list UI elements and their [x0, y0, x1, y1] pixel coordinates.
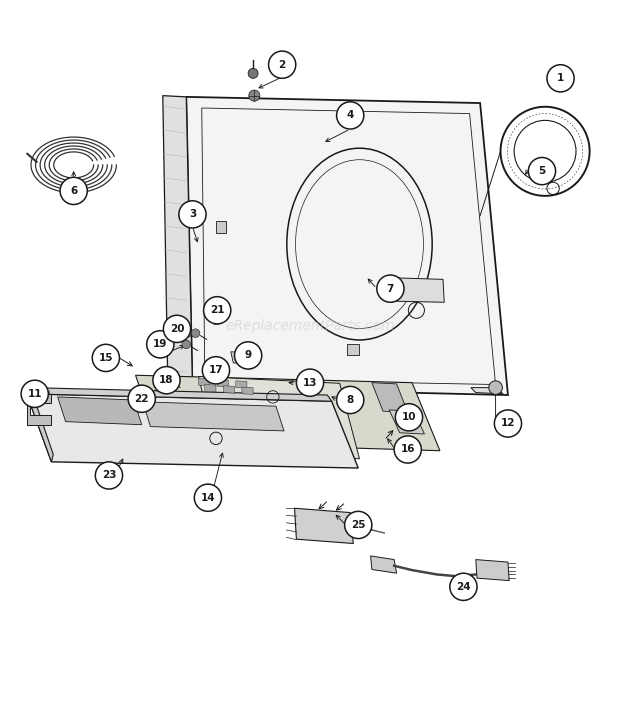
Text: 6: 6 — [70, 186, 78, 196]
Polygon shape — [27, 388, 53, 462]
Circle shape — [202, 357, 229, 384]
Circle shape — [182, 340, 190, 348]
Circle shape — [494, 410, 521, 437]
Circle shape — [92, 344, 120, 372]
Text: 8: 8 — [347, 395, 354, 405]
Polygon shape — [389, 410, 425, 434]
Circle shape — [377, 275, 404, 302]
Polygon shape — [372, 383, 408, 412]
Circle shape — [394, 436, 422, 463]
Circle shape — [194, 484, 221, 511]
Polygon shape — [58, 397, 142, 425]
Circle shape — [60, 177, 87, 205]
Circle shape — [147, 331, 174, 358]
Circle shape — [489, 381, 502, 395]
Circle shape — [203, 297, 231, 324]
Circle shape — [528, 158, 556, 184]
Text: 5: 5 — [538, 166, 546, 176]
Polygon shape — [198, 376, 360, 458]
Circle shape — [128, 385, 156, 412]
Circle shape — [248, 69, 258, 79]
Text: 1: 1 — [557, 74, 564, 83]
Circle shape — [547, 64, 574, 92]
Polygon shape — [198, 379, 210, 386]
Text: 18: 18 — [159, 375, 174, 385]
Polygon shape — [347, 344, 360, 355]
Circle shape — [396, 404, 423, 431]
Text: 4: 4 — [347, 111, 354, 121]
Polygon shape — [236, 381, 247, 388]
Circle shape — [249, 90, 260, 101]
Polygon shape — [136, 375, 440, 451]
Polygon shape — [471, 388, 503, 394]
Text: 14: 14 — [201, 493, 215, 503]
Polygon shape — [27, 394, 51, 425]
Circle shape — [164, 315, 190, 343]
Circle shape — [337, 386, 364, 414]
Polygon shape — [27, 388, 332, 401]
Text: 23: 23 — [102, 470, 116, 480]
Polygon shape — [231, 352, 249, 364]
Text: 15: 15 — [99, 353, 113, 363]
Polygon shape — [294, 508, 353, 543]
Polygon shape — [242, 387, 253, 395]
Text: 10: 10 — [402, 412, 416, 422]
Text: 19: 19 — [153, 339, 167, 349]
Polygon shape — [205, 385, 216, 392]
Polygon shape — [223, 386, 234, 393]
Text: 9: 9 — [244, 350, 252, 360]
Text: 11: 11 — [27, 389, 42, 399]
Circle shape — [450, 573, 477, 601]
Polygon shape — [186, 97, 508, 395]
Text: eReplacementParts.com: eReplacementParts.com — [225, 319, 395, 333]
Polygon shape — [384, 278, 445, 302]
Text: 3: 3 — [189, 210, 196, 219]
Polygon shape — [476, 559, 509, 580]
Circle shape — [234, 342, 262, 369]
Circle shape — [21, 380, 48, 407]
Polygon shape — [27, 394, 358, 468]
Text: 22: 22 — [135, 394, 149, 404]
Text: 24: 24 — [456, 582, 471, 592]
Polygon shape — [143, 402, 284, 431]
Text: 13: 13 — [303, 378, 317, 388]
Circle shape — [153, 367, 180, 394]
Text: 12: 12 — [501, 418, 515, 428]
Text: 2: 2 — [278, 60, 286, 69]
Text: 21: 21 — [210, 306, 224, 315]
Circle shape — [179, 200, 206, 228]
Text: 20: 20 — [170, 324, 184, 334]
Polygon shape — [371, 556, 397, 573]
Text: 7: 7 — [387, 284, 394, 294]
Text: 25: 25 — [351, 520, 366, 530]
Circle shape — [95, 462, 123, 489]
Circle shape — [296, 369, 324, 396]
Polygon shape — [217, 379, 228, 387]
Circle shape — [337, 102, 364, 129]
Text: 17: 17 — [209, 365, 223, 375]
Circle shape — [345, 511, 372, 538]
Text: 16: 16 — [401, 444, 415, 454]
Polygon shape — [163, 95, 192, 388]
Polygon shape — [205, 369, 220, 376]
Circle shape — [191, 329, 200, 337]
Polygon shape — [216, 221, 226, 233]
Circle shape — [268, 51, 296, 79]
